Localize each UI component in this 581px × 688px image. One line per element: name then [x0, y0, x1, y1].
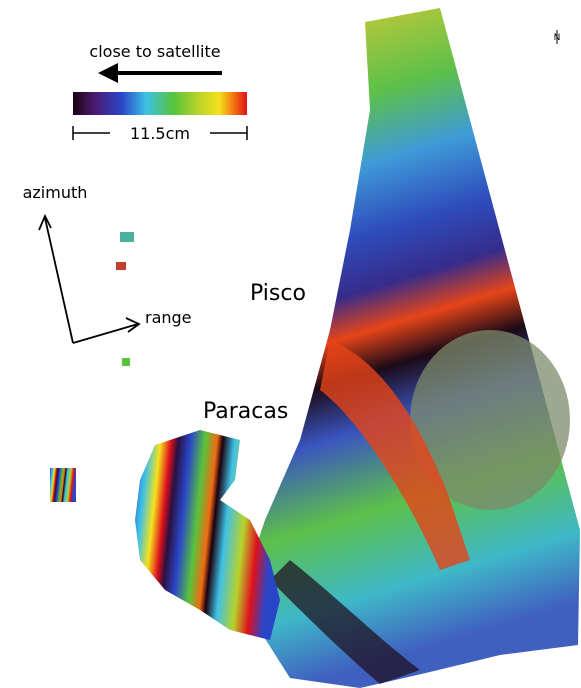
island: [116, 262, 126, 270]
paracas-peninsula: [135, 430, 280, 640]
azimuth-label: azimuth: [23, 183, 88, 202]
direction-arrowhead: [98, 63, 118, 83]
place-label: Pisco: [250, 281, 306, 306]
island: [50, 468, 76, 502]
scale-label: 11.5cm: [130, 124, 190, 143]
map: close to satellite 11.5cm azimuth range …: [0, 0, 581, 688]
island: [120, 232, 134, 242]
island: [122, 358, 130, 366]
color-bar: [73, 92, 247, 115]
range-label: range: [145, 308, 192, 327]
place-label: Paracas: [203, 399, 288, 424]
direction-label: close to satellite: [89, 42, 220, 61]
